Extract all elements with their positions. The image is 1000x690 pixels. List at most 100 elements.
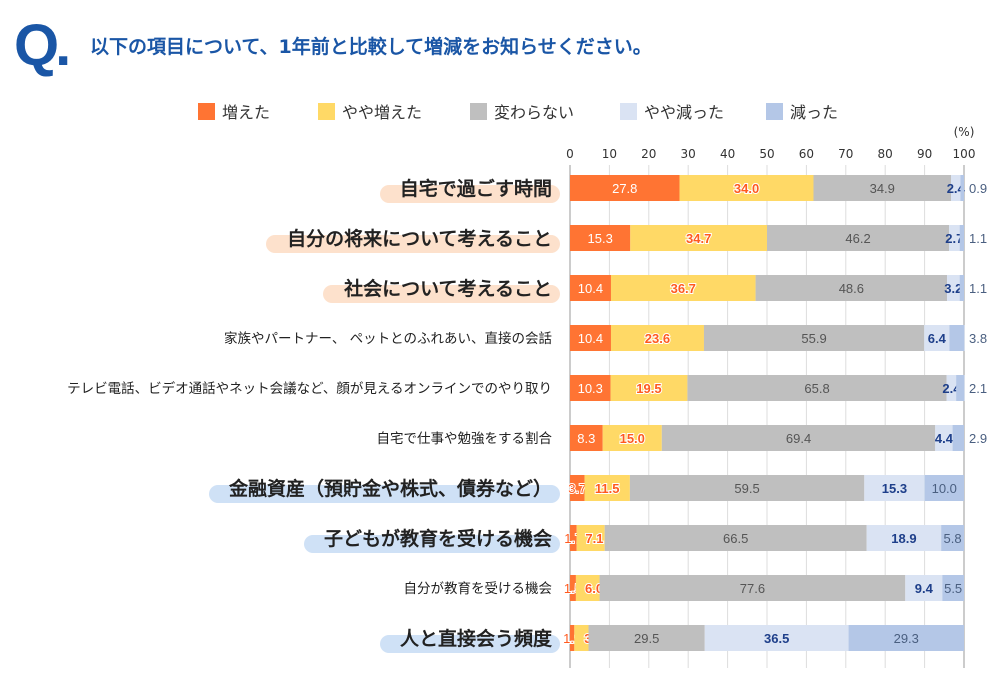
category-label: 金融資産（預貯金や株式、債券など） [228, 477, 552, 500]
bar-segment [570, 375, 611, 401]
x-tick-label: 10 [602, 147, 617, 161]
x-tick-label: 100 [953, 147, 976, 161]
bar-segment [960, 175, 964, 201]
unit-label: (%) [954, 125, 975, 139]
data-label: 23.6 [645, 331, 670, 346]
legend-swatch [470, 103, 487, 120]
bar-segment [941, 525, 964, 551]
bar-segment [588, 625, 705, 651]
category-highlight [266, 235, 560, 253]
category-label: 自宅で過ごす時間 [400, 177, 552, 200]
x-tick-label: 80 [878, 147, 893, 161]
x-tick-label: 30 [681, 147, 696, 161]
data-label: 34.7 [686, 231, 711, 246]
data-label: 15.3 [882, 481, 907, 496]
data-label: 36.5 [764, 631, 789, 646]
data-label: 3.2 [944, 281, 962, 296]
data-label: 19.5 [636, 381, 661, 396]
data-label: 15.3 [588, 231, 613, 246]
legend-label: 変わらない [494, 103, 574, 122]
bar-segment [866, 525, 942, 551]
data-label: 65.8 [804, 381, 829, 396]
category-label: 人と直接会う頻度 [400, 627, 553, 650]
bar-segment [570, 175, 680, 201]
data-label: 77.6 [740, 581, 765, 596]
data-label: 10.4 [578, 281, 603, 296]
bar-segment [599, 575, 906, 601]
data-label: 5.5 [944, 581, 962, 596]
x-tick-label: 70 [838, 147, 853, 161]
bar-segment [946, 375, 957, 401]
data-label: 9.4 [915, 581, 934, 596]
category-label: 自宅で仕事や勉強をする割合 [377, 430, 553, 447]
data-label: 8.3 [577, 431, 595, 446]
data-label: 2.7 [945, 231, 963, 246]
bar-segment [570, 425, 603, 451]
data-label: 1.1 [969, 231, 987, 246]
data-label: 4.4 [935, 431, 954, 446]
bar-segment [767, 225, 950, 251]
data-label: 48.6 [839, 281, 864, 296]
data-label: 5.8 [944, 531, 962, 546]
question-header: Q. 以下の項目について、1年前と比較して増減をお知らせください。 [10, 10, 990, 80]
bar-segment [630, 225, 767, 251]
bar-segment [813, 175, 951, 201]
data-label: 27.8 [612, 181, 637, 196]
bar-segment [704, 625, 849, 651]
bar-segment [679, 175, 814, 201]
bar-segment [610, 375, 688, 401]
legend-label: やや増えた [342, 103, 422, 122]
data-label: 29.3 [894, 631, 919, 646]
legend-swatch [620, 103, 637, 120]
category-label: 自分が教育を受ける機会 [404, 581, 553, 597]
category-label: 子どもが教育を受ける機会 [324, 527, 552, 550]
bar-segment [570, 225, 631, 251]
bar-segment [570, 475, 585, 501]
bar-segment [576, 525, 605, 551]
bar-segment [947, 275, 960, 301]
bar-segment [959, 275, 964, 301]
bar-segment [575, 575, 600, 601]
bar-segment [602, 425, 662, 451]
x-tick-label: 0 [566, 147, 574, 161]
category-highlight [380, 185, 560, 203]
category-highlight [323, 285, 560, 303]
category-label: テレビ電話、ビデオ通話やネット会議など、顔が見えるオンラインでのやり取り [67, 380, 552, 397]
bar-segment [661, 425, 936, 451]
bar-segment [935, 425, 953, 451]
data-label: 1.1 [969, 281, 987, 296]
data-label: 3.7 [568, 481, 586, 496]
category-label: 家族やパートナー、 ペットとのふれあい、直接の会話 [224, 330, 552, 347]
category-highlight [380, 635, 560, 653]
data-label: 46.2 [845, 231, 870, 246]
x-tick-label: 20 [641, 147, 656, 161]
category-highlight [304, 535, 560, 553]
x-tick-label: 90 [917, 147, 932, 161]
legend-swatch [766, 103, 783, 120]
legend-swatch [318, 103, 335, 120]
data-label: 10.0 [932, 481, 957, 496]
data-label: 0.9 [969, 181, 987, 196]
q-mark: Q. [14, 13, 71, 78]
data-label: 2.1 [969, 381, 987, 396]
bar-segment [570, 575, 576, 601]
category-highlight [209, 485, 560, 503]
data-label: 66.5 [723, 531, 748, 546]
bar-segment [959, 225, 964, 251]
bar-segment [610, 275, 756, 301]
bar-segment [956, 375, 965, 401]
data-label: 34.0 [734, 181, 759, 196]
bar-segment [574, 625, 589, 651]
legend-label: 減った [790, 103, 838, 122]
data-label: 55.9 [801, 331, 826, 346]
bar-segment [570, 325, 611, 351]
bar-segment [924, 475, 964, 501]
bar-segment [950, 175, 961, 201]
bar-segment [584, 475, 630, 501]
x-tick-label: 40 [720, 147, 735, 161]
data-label: 2.9 [969, 431, 987, 446]
bar-segment [949, 325, 965, 351]
data-label: 29.5 [634, 631, 659, 646]
legend-label: 増えた [222, 103, 270, 122]
